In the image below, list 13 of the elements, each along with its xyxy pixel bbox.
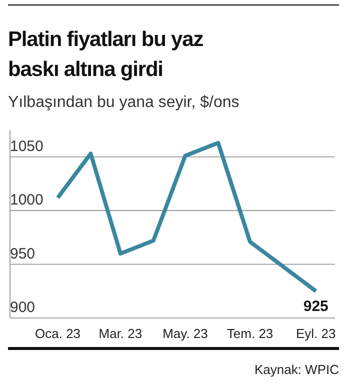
x-tick-label: May. 23 xyxy=(162,326,208,341)
y-tick-label: 900 xyxy=(10,299,36,316)
x-tick-label: Oca. 23 xyxy=(35,326,81,341)
y-tick-label: 1050 xyxy=(10,138,44,155)
y-tick-label: 950 xyxy=(10,245,36,262)
x-tick-label: Tem. 23 xyxy=(226,326,274,341)
data-label: 925 xyxy=(303,298,328,316)
x-tick-label: Eyl. 23 xyxy=(296,326,336,341)
chart-title: Platin fiyatları bu yaz baskı altına girdi xyxy=(8,28,204,81)
y-tick-label: 1000 xyxy=(10,192,44,209)
x-tick-label: Mar. 23 xyxy=(98,326,142,341)
text: Kaynak: WPIC xyxy=(254,362,339,377)
chart-subtitle: Yılbaşından bu yana seyir, $/ons xyxy=(8,94,240,111)
